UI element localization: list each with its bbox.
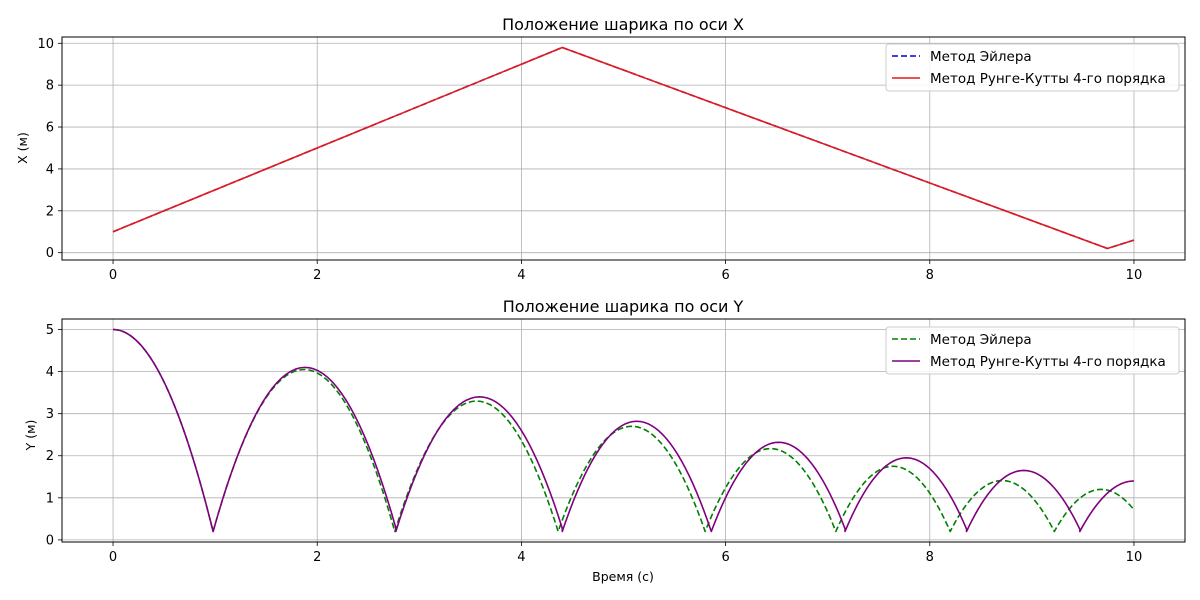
x-tick-label: 2	[313, 550, 321, 565]
chart-title: Положение шарика по оси Y	[503, 297, 744, 316]
x-tick-label: 0	[109, 550, 117, 565]
series-line	[113, 328, 1134, 533]
y-tick-label: 0	[46, 533, 54, 548]
x-axis-label: Время (с)	[592, 569, 654, 584]
legend-box	[885, 326, 1180, 375]
legend-box	[885, 43, 1180, 92]
x-tick-label: 10	[1126, 268, 1143, 283]
x-tick-label: 8	[926, 550, 934, 565]
x-tick-label: 4	[517, 550, 525, 565]
legend: Метод Эйлера Метод Рунге-Кутты 4-го поряд…	[885, 43, 1180, 92]
y-tick-label: 6	[46, 121, 54, 136]
x-position-chart: Положение шарика по оси X 0 2 4 6 8 10 0 2 4 6 8 10…	[15, 15, 1186, 283]
y-tick-label: 8	[46, 79, 54, 94]
chart-title: Положение шарика по оси X	[502, 15, 744, 34]
legend: Метод Эйлера Метод Рунге-Кутты 4-го поряд…	[885, 326, 1180, 375]
y-tick-label: 4	[46, 162, 54, 177]
x-tick-label: 0	[109, 268, 117, 283]
series-line	[112, 46, 1135, 250]
y-tick-label: 4	[46, 365, 54, 380]
y-tick-label: 2	[46, 449, 54, 464]
y-tick-label: 2	[46, 204, 54, 219]
y-tick-label: 10	[37, 37, 54, 52]
plot-frame	[61, 36, 1186, 261]
y-axis-label: Y (м)	[23, 420, 38, 452]
x-tick-label: 10	[1126, 550, 1143, 565]
x-tick-label: 8	[926, 268, 934, 283]
x-tick-label: 6	[721, 268, 729, 283]
legend-label: Метод Эйлера	[930, 332, 1032, 348]
y-axis-label: X (м)	[15, 132, 30, 164]
y-tick-label: 1	[46, 491, 54, 506]
x-tick-label: 6	[721, 550, 729, 565]
y-position-chart: Положение шарика по оси Y 0 2 4 6 8 10012345 …	[23, 297, 1186, 584]
legend-label: Метод Рунге-Кутты 4-го порядка	[930, 354, 1166, 370]
legend-label: Метод Рунге-Кутты 4-го порядка	[930, 71, 1166, 87]
legend-label: Метод Эйлера	[930, 49, 1032, 65]
plot-frame	[61, 318, 1186, 543]
x-tick-label: 4	[517, 268, 525, 283]
y-tick-label: 3	[46, 407, 54, 422]
x-tick-label: 2	[313, 268, 321, 283]
y-tick-label: 0	[46, 246, 54, 261]
y-tick-label: 5	[46, 323, 54, 338]
